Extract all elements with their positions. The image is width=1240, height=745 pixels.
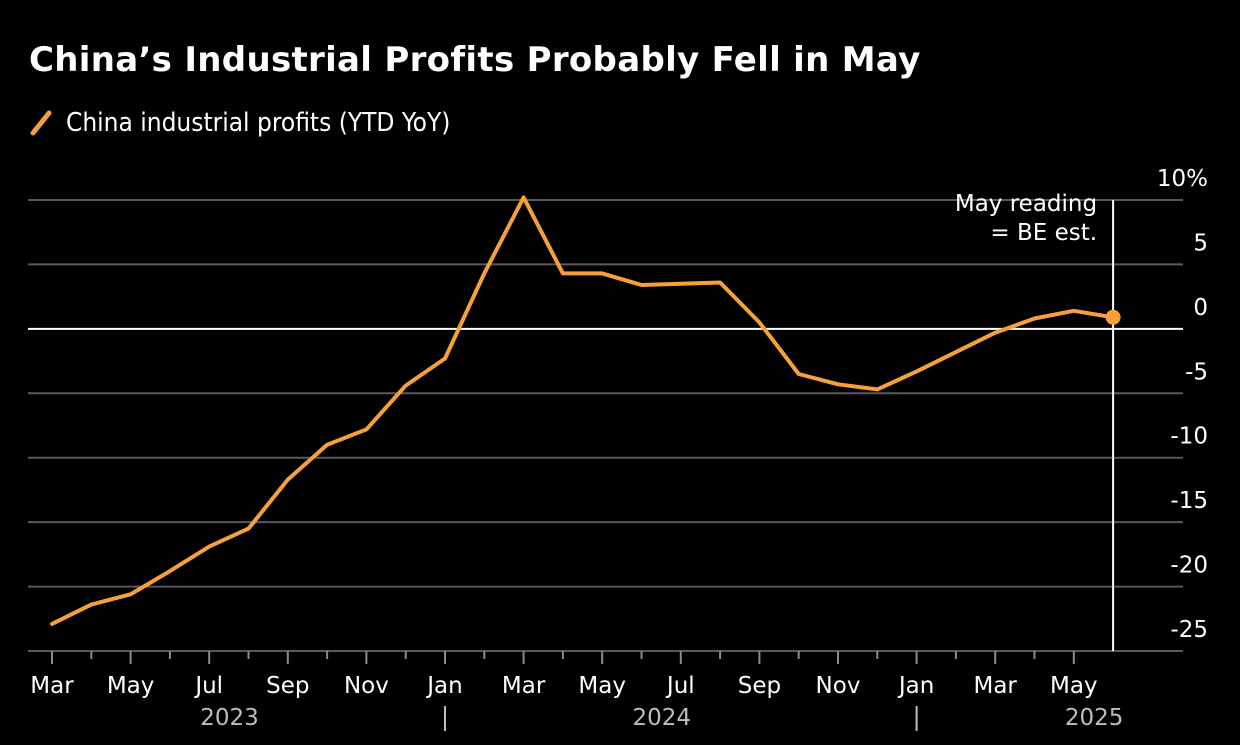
- x-tick-label: Jan: [897, 673, 934, 699]
- x-tick-label: May: [1050, 673, 1098, 699]
- annotation-text: = BE est.: [990, 220, 1097, 246]
- x-tick-label: May: [107, 673, 155, 699]
- y-tick-label: 0: [1193, 295, 1208, 321]
- legend: China industrial profits (YTD YoY): [30, 108, 450, 138]
- x-year-label: 2025: [1065, 705, 1124, 731]
- y-tick-label: -20: [1170, 553, 1208, 579]
- x-tick-label: Jan: [425, 673, 462, 699]
- y-tick-label: -15: [1170, 488, 1208, 514]
- x-tick-label: May: [578, 673, 626, 699]
- chart-title: China’s Industrial Profits Probably Fell…: [29, 40, 921, 80]
- x-tick-label: Jul: [665, 673, 695, 699]
- annotation-text: May reading: [955, 191, 1097, 217]
- y-tick-label: 10%: [1157, 166, 1208, 192]
- legend-swatch-icon: [30, 110, 52, 136]
- x-tick-label: Sep: [266, 673, 309, 699]
- x-tick-label: Nov: [344, 673, 389, 699]
- y-tick-label: 5: [1193, 230, 1208, 256]
- x-tick-label: Sep: [738, 673, 781, 699]
- series-line: [50, 195, 1116, 626]
- x-tick-label: Mar: [30, 673, 74, 699]
- x-tick-label: Nov: [816, 673, 861, 699]
- y-tick-label: -5: [1185, 359, 1208, 385]
- x-tick-label: Mar: [973, 673, 1017, 699]
- x-year-label: 2024: [633, 705, 692, 731]
- x-year-label: 2023: [200, 705, 259, 731]
- x-tick-label: Jul: [193, 673, 223, 699]
- x-tick-label: Mar: [502, 673, 546, 699]
- y-tick-label: -10: [1170, 424, 1208, 450]
- estimate-marker: [1105, 309, 1121, 325]
- legend-label: China industrial profits (YTD YoY): [66, 108, 451, 138]
- y-tick-label: -25: [1170, 617, 1208, 643]
